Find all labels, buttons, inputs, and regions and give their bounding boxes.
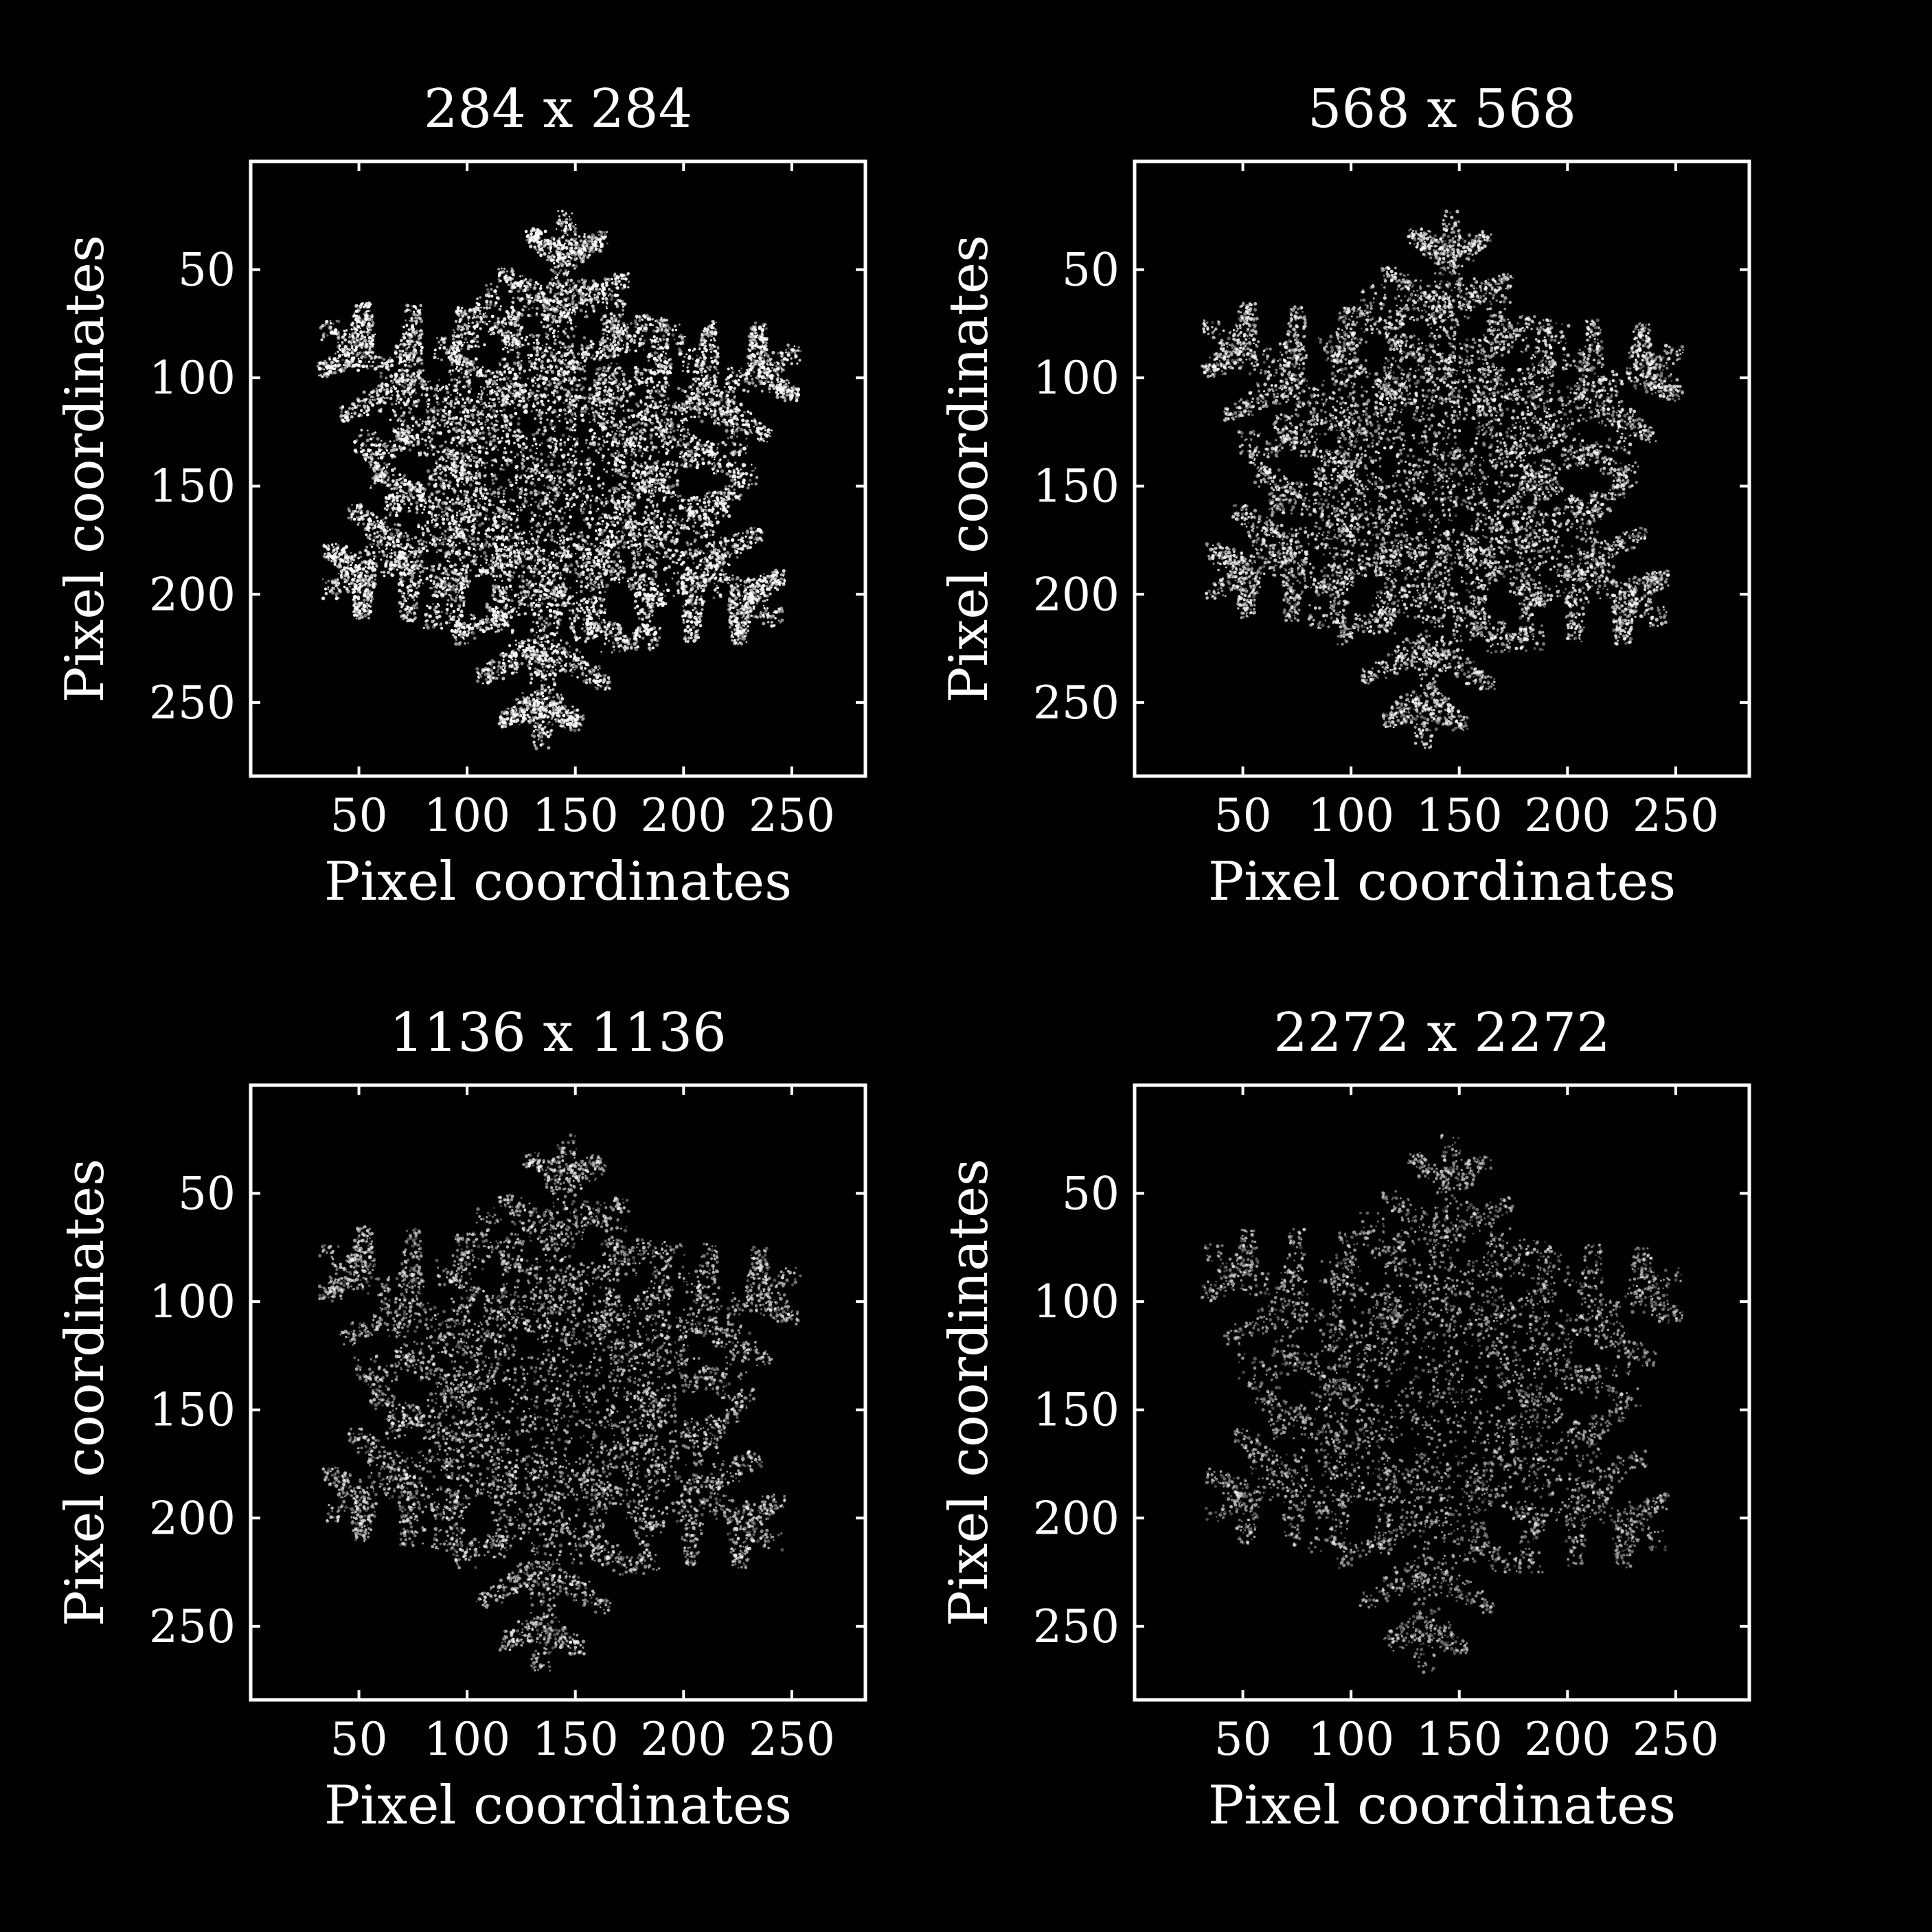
x-tick-label: 100 <box>1308 789 1394 842</box>
axes-frame <box>249 159 867 778</box>
x-tick-label: 200 <box>1524 1713 1611 1766</box>
y-tick-label: 100 <box>149 1275 236 1328</box>
y-axis-label: Pixel coordinates <box>54 1159 116 1626</box>
panel-title: 2272 x 2272 <box>1273 1002 1611 1064</box>
x-axis-label: Pixel coordinates <box>324 1775 792 1837</box>
x-tick-label: 200 <box>640 789 727 842</box>
y-tick-label: 150 <box>149 1384 236 1437</box>
y-tick-label: 50 <box>1062 1168 1120 1220</box>
axes-frame <box>249 1083 867 1702</box>
x-tick-label: 200 <box>1524 789 1611 842</box>
y-tick-label: 150 <box>149 460 236 513</box>
panels-grid: 284 x 284 50 100 150 200 250 50 100 150 200 250 Pix… <box>54 78 1751 1837</box>
y-tick-label: 200 <box>1033 568 1120 621</box>
panel-1: 284 x 284 50 100 150 200 250 50 100 150 200 250 Pix… <box>54 78 867 913</box>
y-tick-label: 250 <box>1033 677 1120 729</box>
panel-title: 1136 x 1136 <box>389 1002 727 1064</box>
y-tick-label: 200 <box>149 1492 236 1545</box>
snowflake-image <box>1200 209 1685 749</box>
y-tick-label: 200 <box>1033 1492 1120 1545</box>
axes-frame <box>1133 159 1751 778</box>
y-tick-label: 50 <box>1062 244 1120 297</box>
x-tick-label: 250 <box>1633 789 1719 842</box>
x-axis-label: Pixel coordinates <box>1208 851 1676 913</box>
x-axis-label: Pixel coordinates <box>1208 1775 1676 1837</box>
x-tick-label: 150 <box>1416 1713 1503 1766</box>
x-tick-label: 100 <box>424 789 510 842</box>
x-tick-label: 100 <box>1308 1713 1394 1766</box>
y-tick-label: 50 <box>178 1168 236 1220</box>
x-tick-label: 150 <box>1416 789 1503 842</box>
y-tick-label: 250 <box>149 677 236 729</box>
panel-3: 1136 x 1136 50 100 150 200 250 50 100 150 200 250 P… <box>54 1002 867 1837</box>
x-axis-label: Pixel coordinates <box>324 851 792 913</box>
x-tick-label: 50 <box>1214 789 1272 842</box>
panel-4: 2272 x 2272 50 100 150 200 250 50 100 150 200 250 P… <box>938 1002 1751 1837</box>
snowflake-image <box>1200 1133 1684 1674</box>
y-tick-label: 100 <box>1033 1275 1120 1328</box>
y-tick-label: 200 <box>149 568 236 621</box>
panel-title: 568 x 568 <box>1308 78 1576 140</box>
snowflake-image <box>317 1133 802 1672</box>
axes-frame <box>1133 1083 1751 1702</box>
panel-title: 284 x 284 <box>424 78 692 140</box>
x-tick-label: 250 <box>1633 1713 1719 1766</box>
x-tick-label: 250 <box>749 1713 835 1766</box>
snowflake-image <box>316 209 802 751</box>
y-tick-label: 250 <box>149 1600 236 1653</box>
x-tick-label: 50 <box>330 1713 388 1766</box>
x-tick-label: 150 <box>532 1713 619 1766</box>
x-tick-label: 50 <box>330 789 388 842</box>
y-tick-label: 150 <box>1033 1384 1120 1437</box>
y-axis-label: Pixel coordinates <box>54 235 116 703</box>
y-tick-label: 50 <box>178 244 236 297</box>
y-tick-label: 100 <box>149 352 236 405</box>
y-axis-label: Pixel coordinates <box>938 1159 1000 1626</box>
x-tick-label: 200 <box>640 1713 727 1766</box>
panel-2: 568 x 568 50 100 150 200 250 50 100 150 200 250 Pix… <box>938 78 1751 913</box>
x-tick-label: 100 <box>424 1713 510 1766</box>
y-tick-label: 150 <box>1033 460 1120 513</box>
y-axis-label: Pixel coordinates <box>938 235 1000 703</box>
y-tick-label: 250 <box>1033 1600 1120 1653</box>
x-tick-label: 250 <box>749 789 835 842</box>
x-tick-label: 150 <box>532 789 619 842</box>
x-tick-label: 50 <box>1214 1713 1272 1766</box>
y-tick-label: 100 <box>1033 352 1120 405</box>
